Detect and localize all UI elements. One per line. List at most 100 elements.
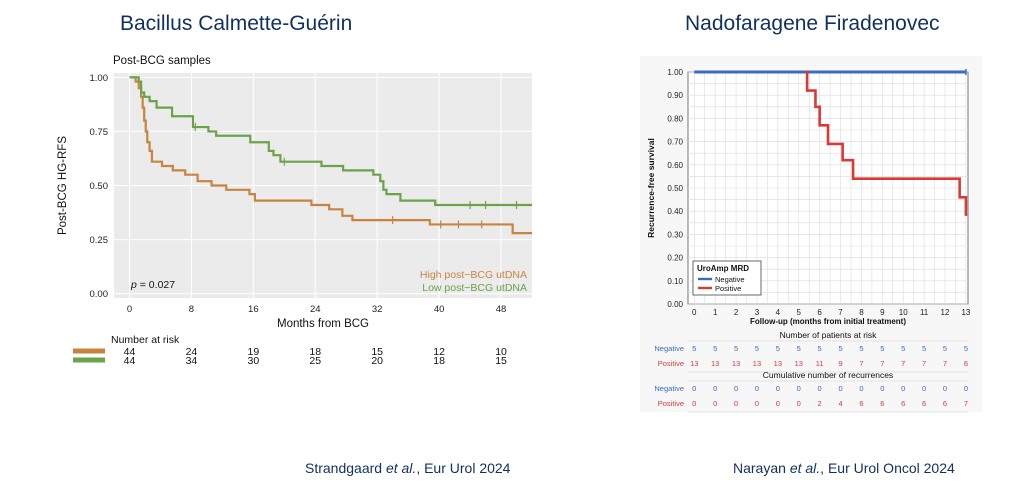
cumulative-table-value: 0: [776, 399, 780, 408]
cumulative-table-value: 0: [692, 399, 696, 408]
y-tick-label: 1.00: [90, 73, 109, 84]
cumulative-table-value: 6: [859, 399, 863, 408]
risk-table-value: 24: [186, 346, 198, 358]
cumulative-table-row-label: Negative: [654, 384, 684, 393]
y-tick-label: 0.00: [90, 289, 109, 300]
risk-table-value: 5: [859, 344, 863, 353]
cumulative-table-value: 0: [755, 384, 759, 393]
y-tick-label: 0.00: [667, 300, 683, 309]
x-tick-label: 12: [941, 308, 950, 317]
risk-table-value: 10: [495, 346, 507, 358]
cumulative-table-value: 6: [922, 399, 926, 408]
legend-entry-negative: Negative: [715, 275, 745, 284]
risk-table-value: 19: [247, 346, 259, 358]
cumulative-table-value: 0: [880, 384, 884, 393]
cumulative-table-value: 0: [818, 384, 822, 393]
risk-table-value: 5: [692, 344, 696, 353]
risk-table-value: 13: [774, 359, 782, 368]
risk-table-value: 13: [732, 359, 740, 368]
legend-entry-high: High post−BCG utDNA: [420, 269, 527, 281]
risk-table-value: 13: [753, 359, 761, 368]
y-tick-label: 0.30: [667, 230, 683, 239]
p-value-annotation: p = 0.027: [130, 279, 175, 291]
x-tick-label: 0: [692, 308, 697, 317]
legend-title: UroAmp MRD: [697, 264, 749, 273]
risk-table-value: 5: [818, 344, 822, 353]
risk-table-title: Number of patients at risk: [780, 330, 878, 340]
series-line-2: [129, 76, 532, 207]
x-tick-label: 24: [310, 304, 321, 315]
left-panel-heading: Bacillus Calmette-Guérin: [120, 12, 353, 35]
x-axis-label: Follow-up (months from initial treatment…: [750, 317, 906, 326]
y-tick-label: 0.90: [667, 91, 683, 100]
risk-table-value: 5: [838, 344, 842, 353]
x-tick-label: 7: [838, 308, 843, 317]
x-tick-label: 3: [755, 308, 760, 317]
x-tick-label: 1: [713, 308, 718, 317]
legend-entry-low: Low post−BCG utDNA: [422, 282, 527, 294]
cumulative-table-value: 0: [859, 384, 863, 393]
risk-table-value: 30: [247, 355, 259, 367]
x-tick-label: 8: [189, 304, 194, 315]
cumulative-table-value: 7: [964, 399, 968, 408]
x-tick-label: 11: [920, 308, 929, 317]
right-citation: Narayan et al., Eur Urol Oncol 2024: [733, 460, 955, 476]
risk-table-value: 13: [711, 359, 719, 368]
right-citation-authors: Narayan: [733, 460, 790, 476]
x-tick-label: 40: [434, 304, 445, 315]
cumulative-table-value: 0: [797, 399, 801, 408]
x-tick-label: 10: [899, 308, 908, 317]
left-citation-authors: Strandgaard: [305, 460, 386, 476]
cumulative-table-value: 0: [901, 384, 905, 393]
cumulative-table-value: 0: [755, 399, 759, 408]
x-axis-label: Months from BCG: [277, 318, 369, 330]
risk-table-value: 18: [309, 346, 321, 358]
risk-table-value: 5: [880, 344, 884, 353]
risk-table-row-label: Positive: [658, 359, 684, 368]
x-tick-label: 6: [817, 308, 822, 317]
risk-table-value: 13: [690, 359, 698, 368]
risk-table-value: 20: [371, 355, 383, 367]
x-tick-label: 8: [859, 308, 864, 317]
risk-table-value: 7: [943, 359, 947, 368]
risk-table-value: 12: [433, 346, 445, 358]
right-citation-journal: , Eur Urol Oncol 2024: [820, 460, 955, 476]
y-tick-label: 0.60: [667, 161, 683, 170]
risk-table-value: 9: [838, 359, 842, 368]
x-tick-label: 0: [127, 304, 132, 315]
legend-entry-positive: Positive: [715, 284, 741, 293]
y-tick-label: 0.75: [90, 127, 109, 138]
cumulative-table-value: 0: [964, 384, 968, 393]
y-tick-label: 0.50: [667, 184, 683, 193]
risk-table-value: 5: [755, 344, 759, 353]
cumulative-table-value: 6: [943, 399, 947, 408]
cumulative-table-title: Cumulative number of recurrences: [763, 370, 893, 380]
chart-title: Post-BCG samples: [113, 55, 211, 67]
p-value-symbol: p: [130, 279, 137, 291]
y-tick-label: 0.40: [667, 207, 683, 216]
cumulative-table-value: 0: [734, 384, 738, 393]
x-tick-label: 5: [797, 308, 802, 317]
cumulative-table-value: 0: [713, 399, 717, 408]
cumulative-table-value: 0: [713, 384, 717, 393]
x-tick-label: 9: [880, 308, 885, 317]
risk-table-value: 44: [124, 346, 136, 358]
risk-table-value: 11: [816, 359, 824, 368]
left-citation-etal: et al.: [385, 460, 417, 476]
series-line-2: [805, 70, 968, 216]
risk-table-value: 44: [124, 355, 136, 367]
y-tick-label: 0.80: [667, 114, 683, 123]
cumulative-table-value: 4: [838, 399, 842, 408]
risk-table-value: 5: [734, 344, 738, 353]
cumulative-table-value: 0: [692, 384, 696, 393]
x-tick-label: 13: [961, 308, 970, 317]
risk-table-value: 5: [943, 344, 947, 353]
x-tick-label: 16: [248, 304, 259, 315]
risk-table-value: 5: [713, 344, 717, 353]
p-value-text: = 0.027: [137, 279, 175, 291]
y-tick-label: 0.20: [667, 254, 683, 263]
right-citation-etal: et al.: [789, 460, 821, 476]
cumulative-table-row-label: Positive: [658, 399, 684, 408]
cumulative-table-value: 0: [734, 399, 738, 408]
risk-table-value: 34: [186, 355, 198, 367]
